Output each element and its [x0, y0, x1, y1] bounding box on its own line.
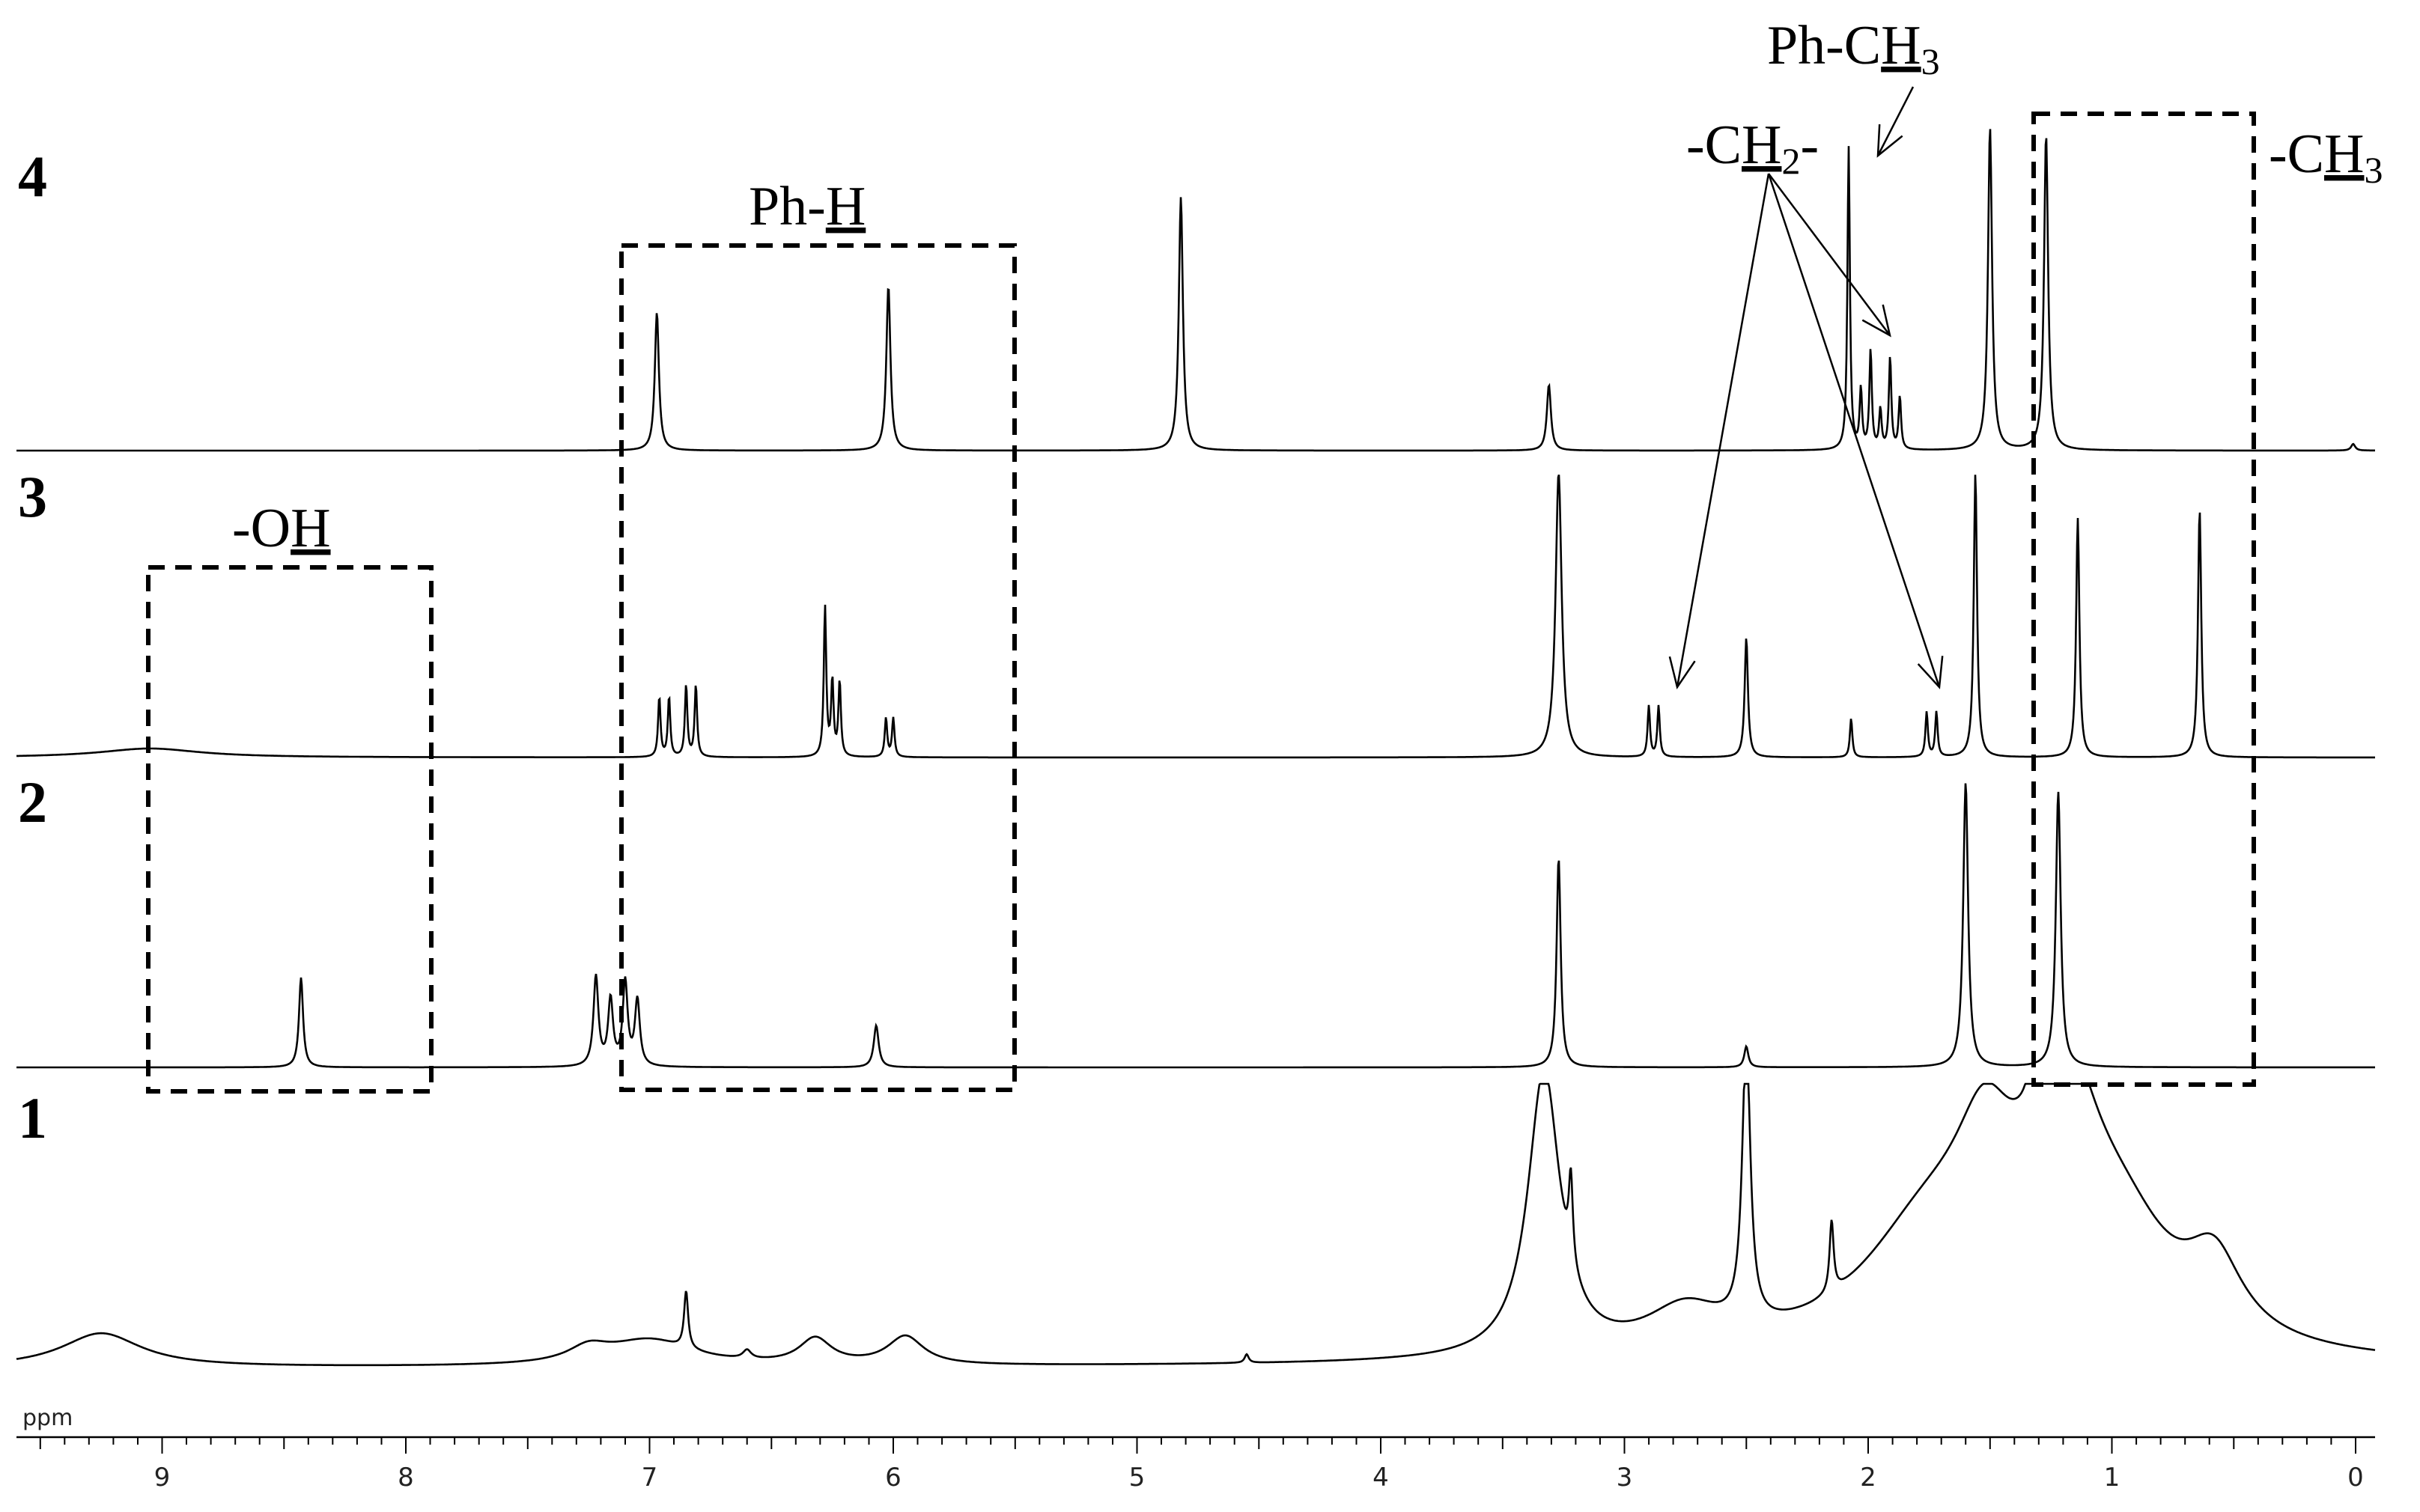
peak-4-11: [2045, 133, 2048, 136]
trace-label-4: 4: [18, 144, 47, 209]
peak-1-7: [1245, 1359, 1248, 1362]
x-tick-label: 1: [2104, 1463, 2120, 1493]
peak-1-16: [2061, 1133, 2064, 1136]
arrow-ch2-b-head: [1668, 656, 1696, 690]
peak-1-6: [904, 1338, 907, 1341]
annotation-ph-ch3-prefix: Ph-C: [1767, 15, 1881, 76]
trace-label-3: 3: [18, 464, 47, 529]
peak-3-19: [2198, 507, 2201, 510]
x-axis: 9 8 7 6 5 4 3 2 1 0 ppm: [16, 1405, 2375, 1493]
trace-labels: 1 2 3 4: [18, 144, 47, 1150]
oh-box: [146, 565, 434, 1094]
x-tick-label: 4: [1372, 1463, 1389, 1493]
arrow-ch2-a: [1768, 173, 1891, 336]
x-tick-label: 7: [642, 1463, 658, 1493]
annotation-oh: -OH: [232, 498, 331, 559]
spectrum-trace-4: [16, 129, 2375, 452]
x-tick-label: 2: [1860, 1463, 1876, 1493]
peak-1-14: [1983, 1239, 1986, 1242]
peak-1-18: [2213, 1293, 2216, 1296]
annotation-ch3-sub: 3: [2364, 149, 2383, 191]
ch3-box: [2031, 112, 2256, 1087]
annotation-ch3-underlined: H: [2324, 124, 2364, 185]
x-tick-label: 5: [1129, 1463, 1146, 1493]
spectrum-trace-2: [16, 783, 2375, 1069]
x-tick-label: 9: [154, 1463, 171, 1493]
peak-3-10: [1557, 472, 1560, 475]
peak-3-17: [1974, 472, 1977, 475]
x-tick-label: 0: [2347, 1463, 2364, 1493]
annotation-ch2: -CH2-: [1686, 115, 1819, 182]
arrow-ch2-c: [1767, 173, 1941, 688]
annotation-ph-ch3-underlined: H: [1881, 15, 1921, 76]
spectrum-trace-3: [16, 474, 2375, 759]
annotation-oh-underlined: H: [291, 498, 330, 559]
peak-1-11: [1684, 1324, 1687, 1327]
annotation-oh-prefix: -O: [232, 498, 291, 559]
annotation-ph-h: Ph-H: [749, 176, 866, 237]
x-tick-label: 8: [398, 1463, 414, 1493]
annotation-ph-h-prefix: Ph-: [749, 176, 826, 237]
peak-4-10: [1989, 126, 1992, 129]
arrow-ch2-a-head: [1861, 304, 1891, 338]
annotation-ch2-prefix: -C: [1686, 115, 1742, 176]
trace-label-2: 2: [18, 769, 47, 835]
ph-h-box: [619, 243, 1017, 1092]
arrow-ch2-b: [1676, 173, 1770, 688]
peak-1-9: [1569, 1281, 1572, 1284]
annotation-ph-ch3: Ph-CH3: [1767, 15, 1940, 82]
annotation-ch2-suffix: -: [1800, 115, 1819, 176]
peak-1-1: [587, 1353, 590, 1356]
peak-1-17: [2123, 1281, 2126, 1284]
peak-1-13: [1927, 1247, 1930, 1250]
x-unit-label: ppm: [22, 1405, 73, 1431]
peak-1-5: [814, 1341, 817, 1344]
spectra-traces: [16, 126, 2376, 1367]
trace-label-1: 1: [18, 1085, 47, 1150]
spectrum-trace-1: [16, 1082, 2376, 1367]
x-tick-label: 3: [1617, 1463, 1633, 1493]
annotation-ch3: -CH3: [2269, 124, 2383, 191]
arrow-ph-ch3: [1876, 86, 1915, 156]
region-boxes: [146, 112, 2256, 1094]
annotation-ch3-prefix: -C: [2269, 124, 2324, 185]
peak-1-4: [746, 1359, 749, 1362]
peak-2-6: [1557, 856, 1560, 859]
peak-1-12: [1830, 1296, 1833, 1299]
annotation-ph-h-underlined: H: [826, 176, 866, 237]
peak-4-1: [887, 284, 890, 287]
peak-1-2: [648, 1341, 651, 1344]
annotation-ch2-underlined: H: [1742, 115, 1781, 176]
annotation-ch2-sub: 2: [1781, 140, 1800, 182]
x-tick-label: 6: [885, 1463, 902, 1493]
arrow-ph-ch3-head: [1876, 124, 1903, 158]
arrow-ch2-c-head: [1917, 656, 1944, 689]
annotation-ph-ch3-sub: 3: [1921, 40, 1940, 82]
